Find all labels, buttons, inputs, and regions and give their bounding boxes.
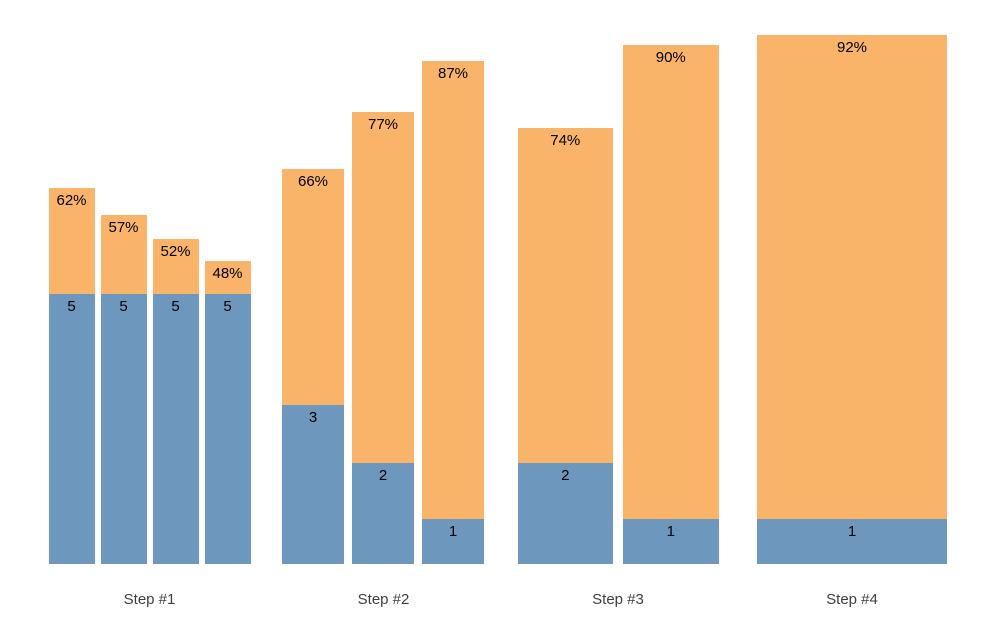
remaining-segment: 1 [757,519,947,564]
converted-segment: 62% [48,188,95,294]
x-axis-label-step4: Step #4 [826,591,878,608]
converted-segment: 48% [204,261,251,294]
remaining-segment: 1 [422,519,484,564]
remaining-segment: 5 [100,294,147,564]
bar-step3-2: 90% 1 [623,45,719,564]
converted-segment: 52% [152,239,199,294]
bar-step2-3: 87% 1 [422,61,484,564]
count-label: 5 [223,298,232,315]
remaining-segment: 1 [623,519,719,564]
count-label: 1 [666,523,675,540]
count-label: 3 [308,409,318,426]
x-axis-label-step3: Step #3 [592,591,644,608]
bar-step3-1: 74% 2 [517,128,613,564]
remaining-segment: 5 [152,294,199,564]
percent-label: 62% [56,192,87,209]
bar-step1-3: 52% 5 [152,239,199,564]
x-axis-label-step1: Step #1 [123,591,176,608]
count-label: 2 [561,467,570,484]
x-axis-label-step2: Step #2 [357,591,410,608]
converted-segment: 57% [100,215,147,294]
converted-segment: 87% [422,61,484,519]
converted-segment: 74% [517,128,613,463]
percent-label: 52% [160,243,191,260]
count-label: 1 [847,523,857,540]
remaining-segment: 2 [517,463,613,564]
percent-label: 74% [550,132,581,149]
count-label: 5 [171,298,180,315]
percent-label: 57% [108,219,139,236]
count-label: 2 [378,467,388,484]
percent-label: 77% [367,116,399,133]
bar-step2-1: 66% 3 [282,169,344,564]
converted-segment: 92% [757,35,947,519]
percent-label: 90% [655,49,686,66]
bar-step1-2: 57% 5 [100,215,147,564]
remaining-segment: 5 [204,294,251,564]
percent-label: 66% [297,173,329,190]
converted-segment: 77% [352,112,414,463]
converted-segment: 90% [623,45,719,519]
count-label: 5 [67,298,76,315]
bar-step2-2: 77% 2 [352,112,414,564]
percent-label: 48% [212,265,243,282]
count-label: 1 [448,523,458,540]
bar-step1-1: 62% 5 [48,188,95,564]
percent-label: 87% [437,65,469,82]
remaining-segment: 3 [282,405,344,564]
remaining-segment: 2 [352,463,414,564]
bar-step1-4: 48% 5 [204,261,251,564]
count-label: 5 [119,298,128,315]
converted-segment: 66% [282,169,344,405]
remaining-segment: 5 [48,294,95,564]
percent-label: 92% [836,39,868,56]
bar-step4-1: 92% 1 [757,35,947,564]
